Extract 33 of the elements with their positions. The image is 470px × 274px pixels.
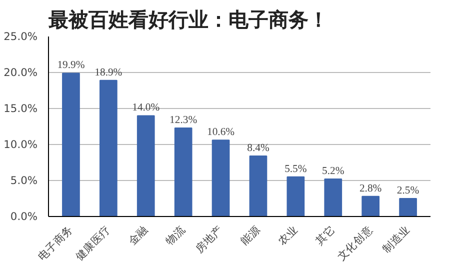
data-label: 18.9% <box>94 67 122 78</box>
data-label: 2.8% <box>359 183 382 194</box>
x-tick-label: 农业 <box>276 222 300 248</box>
data-label: 12.3% <box>170 114 198 126</box>
y-tick-label: 20.0% <box>4 66 38 79</box>
y-tick-label: 0.0% <box>10 210 38 223</box>
x-tick-label: 能源 <box>238 222 263 248</box>
bar <box>249 156 268 216</box>
chart-title: 最被百姓看好行业：电子商务！ <box>48 8 328 32</box>
y-tick-label: 10.0% <box>4 138 38 151</box>
data-label: 10.6% <box>207 127 235 138</box>
bar <box>399 198 417 216</box>
data-label: 5.2% <box>322 166 344 178</box>
y-tick-label: 15.0% <box>4 102 38 115</box>
x-tick-label: 房地产 <box>192 222 226 256</box>
x-tick-label: 金融 <box>126 222 150 248</box>
bar <box>212 140 230 216</box>
bar <box>174 127 192 216</box>
bar <box>136 115 155 216</box>
bar <box>286 176 305 216</box>
bar <box>99 80 118 216</box>
data-label: 2.5% <box>396 186 420 196</box>
bar <box>62 72 80 216</box>
data-label: 5.5% <box>284 164 307 175</box>
data-label: 8.4% <box>247 143 270 154</box>
data-label: 14.0% <box>132 102 160 114</box>
data-label: 19.9% <box>57 60 85 72</box>
x-tick-label: 制造业 <box>380 222 413 256</box>
y-tick-label: 25.0% <box>4 30 38 43</box>
y-tick-label: 5.0% <box>10 174 38 187</box>
bar <box>362 196 380 216</box>
bar <box>324 178 342 216</box>
x-tick-label: 物流 <box>163 222 188 248</box>
